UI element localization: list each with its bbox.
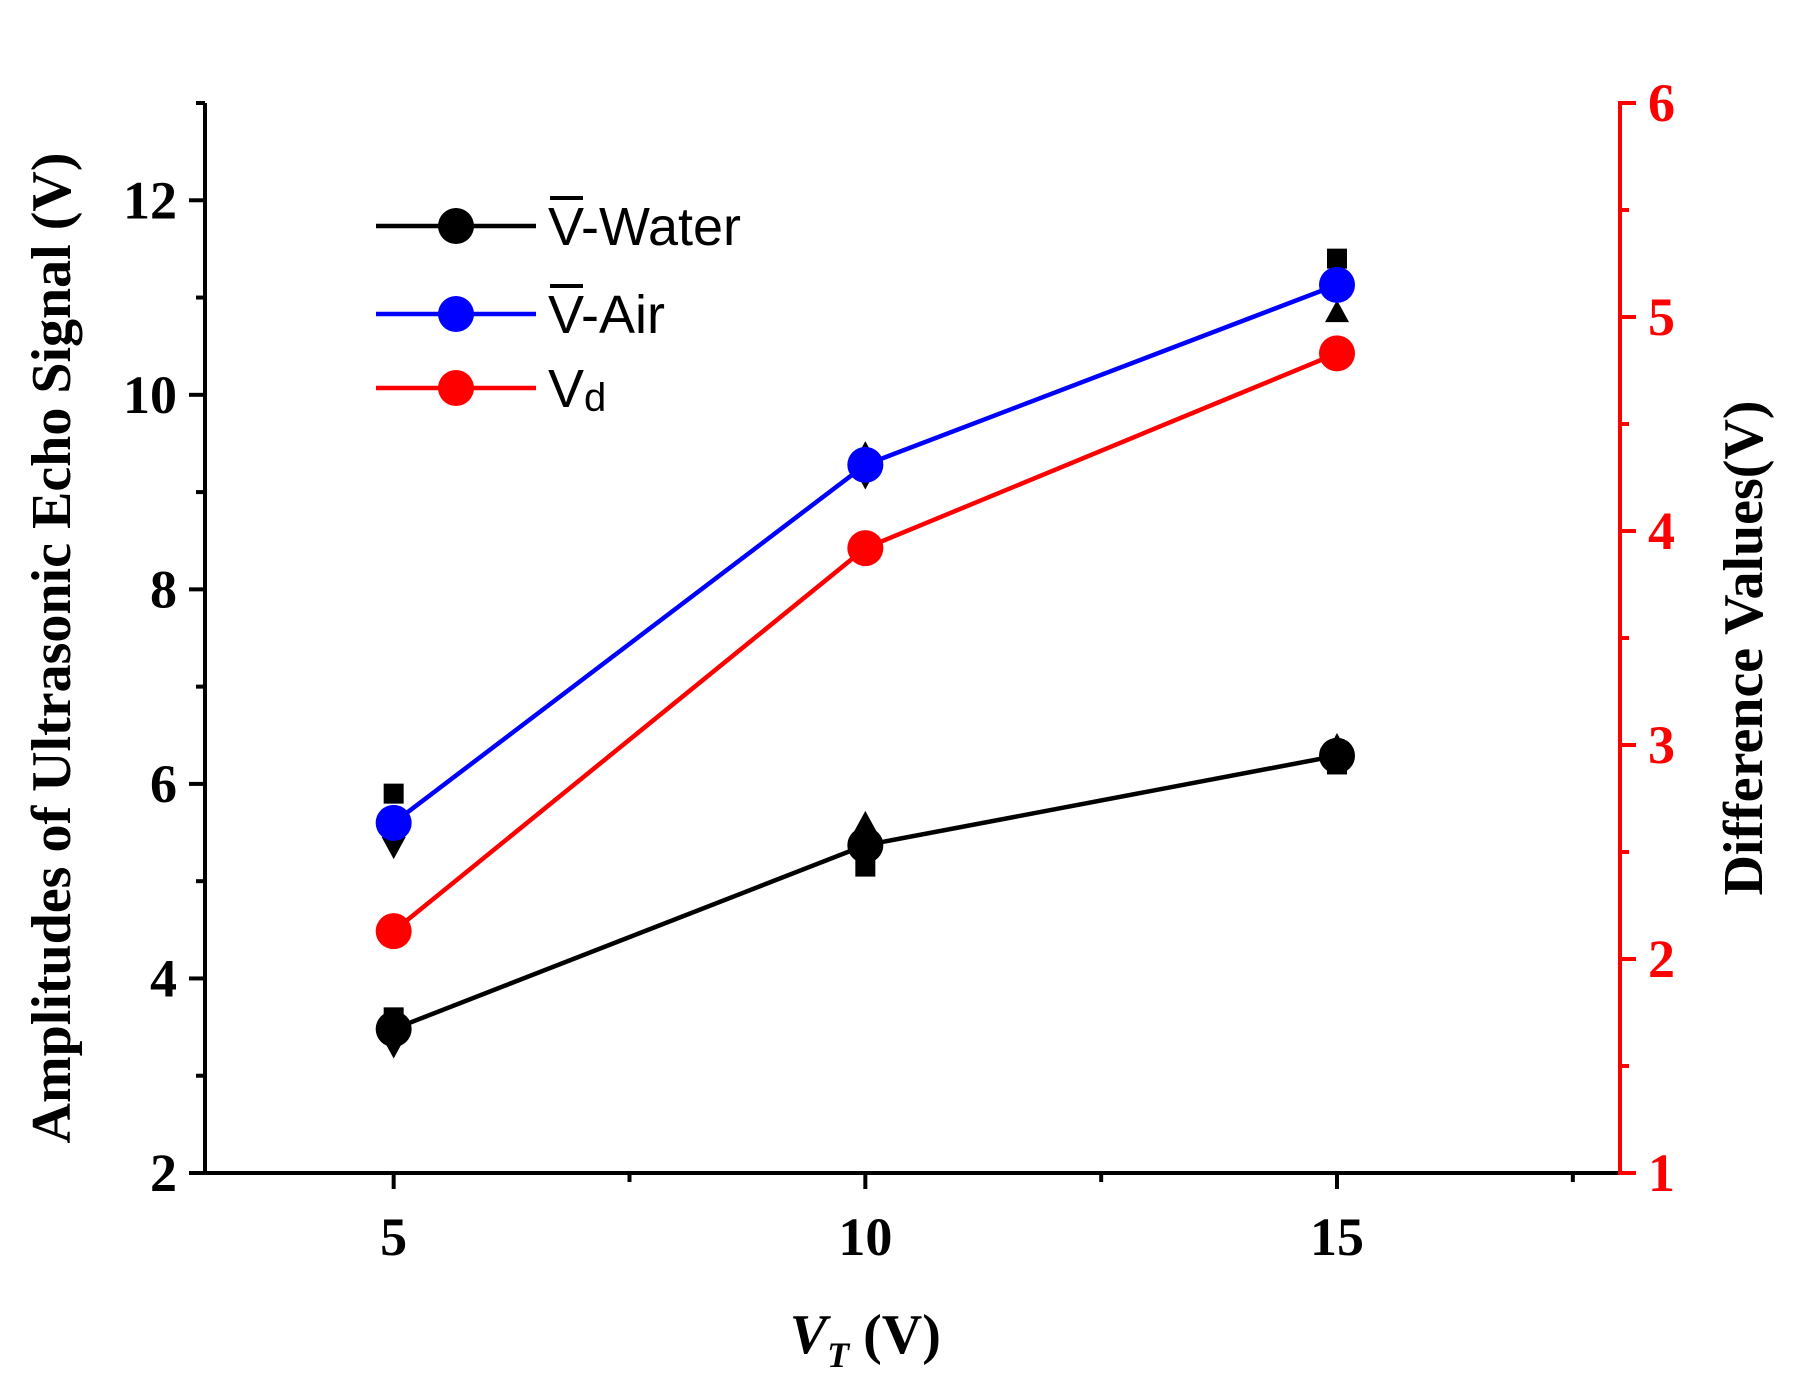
legend-marker-water [438,208,474,244]
y-tick-label-right: 6 [1648,73,1675,133]
series-line-water [392,753,1338,1032]
y-tick-label-left: 4 [150,948,177,1008]
series-lines [375,266,1355,1048]
legend-label-base: V [548,285,584,345]
y-tick-label-left: 2 [150,1143,177,1203]
data-point-vd [847,530,884,567]
data-point-vd [1319,335,1355,372]
y-tick-label-left: 8 [150,559,177,619]
y-tick-label-right: 2 [1648,929,1675,989]
data-point-air [847,446,884,483]
data-point-vd [375,913,412,950]
y-tick-label-right: 5 [1648,287,1675,347]
x-axis-title-unit: (V) [849,1304,941,1366]
legend-label-suffix: -Water [581,197,741,257]
replicate-air-down-triangle [381,837,406,860]
data-point-water [1319,737,1355,774]
legend-marker-air [438,296,474,332]
y-tick-label-left: 10 [123,365,177,425]
x-tick-label: 10 [838,1207,892,1267]
legend-label-base: V [548,359,584,419]
x-axis-title: VT (V) [790,1304,941,1375]
legend-label-suffix: d [584,376,606,420]
x-axis-title-main: V [790,1304,832,1366]
y-tick-label-right: 4 [1648,501,1675,561]
y-tick-label-right: 1 [1648,1143,1675,1203]
replicate-air-square [1327,248,1347,269]
y-tick-label-right: 3 [1648,715,1675,775]
legend-label-water: V-Water [548,197,741,257]
data-point-air [375,804,412,841]
x-axis-title-subscript: T [827,1335,851,1375]
legend-label-air: V-Air [548,285,665,345]
replicate-air-square [383,783,404,804]
data-point-water [375,1011,412,1048]
y-axis-title-right: Difference Values(V) [1713,400,1775,895]
data-point-water [847,827,884,864]
x-tick-label: 15 [1310,1207,1364,1267]
x-tick-label: 5 [380,1207,407,1267]
y-tick-label-left: 6 [150,754,177,814]
legend-label-vd: Vd [548,359,606,420]
y-tick-label-left: 12 [123,170,177,230]
data-point-air [1319,266,1355,303]
replicate-water-up-triangle [853,810,878,833]
y-axis-title-left: Amplitudes of Ultrasonic Echo Signal (V) [21,153,83,1144]
replicate-air-up-triangle [1325,300,1349,323]
legend-marker-vd [438,370,474,406]
legend-label-suffix: -Air [581,285,665,345]
replicate-markers [381,248,1349,1059]
legend-label-base: V [548,197,584,257]
